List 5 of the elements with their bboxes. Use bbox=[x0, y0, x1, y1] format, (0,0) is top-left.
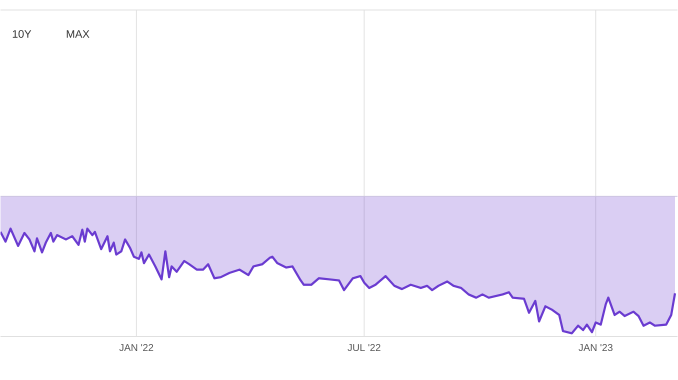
text: 10Y bbox=[12, 30, 32, 38]
x-tick-label: JUL '22 bbox=[348, 344, 380, 351]
text: MAX bbox=[66, 30, 90, 38]
x-tick-label: JAN '22 bbox=[119, 344, 154, 351]
x-tick-label: JAN '23 bbox=[578, 344, 613, 351]
